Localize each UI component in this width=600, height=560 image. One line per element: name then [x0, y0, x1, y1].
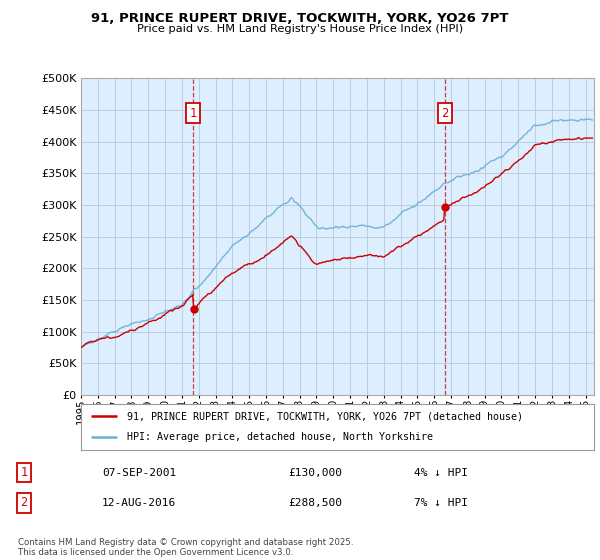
Text: £288,500: £288,500 — [288, 498, 342, 508]
Text: Price paid vs. HM Land Registry's House Price Index (HPI): Price paid vs. HM Land Registry's House … — [137, 24, 463, 34]
Text: 2: 2 — [20, 496, 28, 510]
Text: 4% ↓ HPI: 4% ↓ HPI — [414, 468, 468, 478]
Text: 91, PRINCE RUPERT DRIVE, TOCKWITH, YORK, YO26 7PT (detached house): 91, PRINCE RUPERT DRIVE, TOCKWITH, YORK,… — [127, 411, 523, 421]
Text: 91, PRINCE RUPERT DRIVE, TOCKWITH, YORK, YO26 7PT: 91, PRINCE RUPERT DRIVE, TOCKWITH, YORK,… — [91, 12, 509, 25]
Text: 7% ↓ HPI: 7% ↓ HPI — [414, 498, 468, 508]
Text: 12-AUG-2016: 12-AUG-2016 — [102, 498, 176, 508]
Text: HPI: Average price, detached house, North Yorkshire: HPI: Average price, detached house, Nort… — [127, 432, 433, 442]
Text: 07-SEP-2001: 07-SEP-2001 — [102, 468, 176, 478]
Text: £130,000: £130,000 — [288, 468, 342, 478]
Text: 2: 2 — [441, 107, 448, 120]
Text: Contains HM Land Registry data © Crown copyright and database right 2025.
This d: Contains HM Land Registry data © Crown c… — [18, 538, 353, 557]
Text: 1: 1 — [20, 466, 28, 479]
Text: 1: 1 — [190, 107, 197, 120]
